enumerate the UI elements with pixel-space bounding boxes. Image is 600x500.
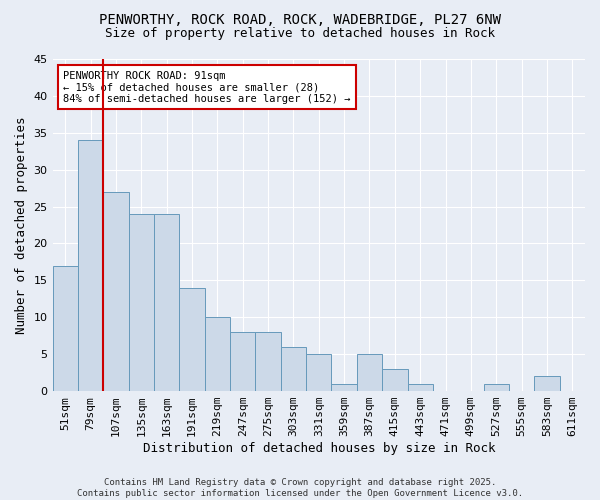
Bar: [534, 376, 560, 391]
Text: Contains HM Land Registry data © Crown copyright and database right 2025.
Contai: Contains HM Land Registry data © Crown c…: [77, 478, 523, 498]
X-axis label: Distribution of detached houses by size in Rock: Distribution of detached houses by size …: [143, 442, 495, 455]
Bar: [154, 214, 179, 391]
Bar: [53, 266, 78, 391]
Bar: [78, 140, 103, 391]
Bar: [230, 332, 256, 391]
Text: PENWORTHY ROCK ROAD: 91sqm
← 15% of detached houses are smaller (28)
84% of semi: PENWORTHY ROCK ROAD: 91sqm ← 15% of deta…: [63, 70, 350, 104]
Bar: [103, 192, 128, 391]
Bar: [357, 354, 382, 391]
Y-axis label: Number of detached properties: Number of detached properties: [15, 116, 28, 334]
Bar: [407, 384, 433, 391]
Bar: [256, 332, 281, 391]
Text: PENWORTHY, ROCK ROAD, ROCK, WADEBRIDGE, PL27 6NW: PENWORTHY, ROCK ROAD, ROCK, WADEBRIDGE, …: [99, 12, 501, 26]
Bar: [205, 318, 230, 391]
Bar: [382, 369, 407, 391]
Text: Size of property relative to detached houses in Rock: Size of property relative to detached ho…: [105, 28, 495, 40]
Bar: [306, 354, 331, 391]
Bar: [179, 288, 205, 391]
Bar: [484, 384, 509, 391]
Bar: [128, 214, 154, 391]
Bar: [281, 347, 306, 391]
Bar: [331, 384, 357, 391]
